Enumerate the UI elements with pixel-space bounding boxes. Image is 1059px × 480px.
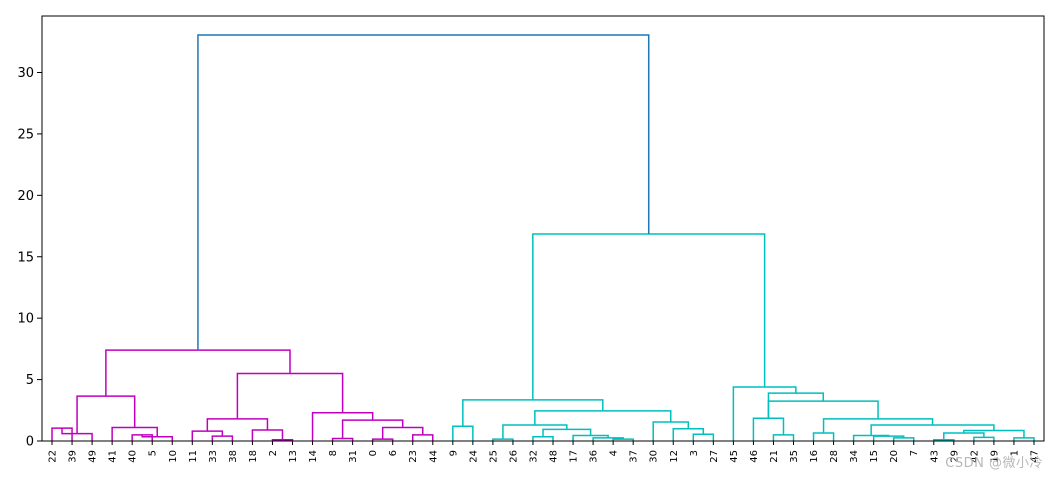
leaf-label: 33 [208,450,219,463]
leaf-label: 4 [609,450,620,456]
leaf-label: 43 [929,450,940,463]
leaf-label: 2 [268,450,279,456]
leaf-label: 28 [829,450,840,463]
leaf-label: 34 [849,450,860,463]
link-n26 [822,418,934,434]
link-n28 [767,392,824,419]
leaf-label: 38 [228,450,239,463]
link-n30 [532,233,766,400]
y-tick-label: 25 [17,127,34,142]
leaf-label: 14 [308,450,319,463]
leaf-label: 17 [569,450,580,463]
y-tick-label: 10 [17,312,34,327]
link-n12 [534,410,672,426]
dendrogram-links [51,34,1035,441]
leaf-label: 39 [68,450,79,463]
leaf-label: 11 [188,450,199,463]
y-tick-label: 30 [17,66,34,81]
leaf-label: 21 [769,450,780,463]
link-n13 [462,399,604,427]
y-tick-label: 0 [26,435,34,450]
y-axis: 0 5 10 15 20 25 30 [17,66,42,450]
link-n27 [767,400,879,419]
link-n11 [652,421,690,441]
link-n29 [732,386,797,441]
leaf-label: 29 [949,450,960,463]
y-tick-label: 5 [26,373,34,388]
leaf-label: 23 [408,450,419,463]
leaf-label: 27 [709,450,720,463]
leaf-label: 5 [148,450,159,456]
leaf-label: 36 [589,450,600,463]
link-m6 [211,435,234,441]
link-n3 [532,435,554,441]
leaf-label: 15 [869,450,880,463]
leaf-label: 26 [508,450,519,463]
link-m14 [381,426,424,440]
leaf-label: 12 [669,450,680,463]
leaf-label: 32 [528,450,539,463]
y-tick-label: 20 [17,189,34,204]
link-n1 [452,425,474,441]
leaf-label: 10 [168,450,179,463]
leaf-label: 0 [368,450,379,456]
leaf-label: 7 [909,450,920,456]
leaf-label: 22 [48,450,59,463]
leaf-label: 41 [108,450,119,463]
leaf-label: 8 [328,450,339,456]
leaf-label: 31 [348,450,359,463]
leaf-label: 3 [689,450,700,456]
leaf-label: 1 [1009,450,1020,456]
leaf-label: 19 [989,450,1000,463]
leaf-label: 44 [428,450,439,463]
leaf-label: 25 [488,450,499,463]
link-n16 [812,432,835,441]
link-m13 [411,434,434,441]
leaf-label: 37 [629,450,640,463]
leaf-label: 46 [749,450,760,463]
leaf-label: 9 [448,450,459,456]
leaf-label: 40 [128,450,139,463]
leaf-label: 42 [969,450,980,463]
leaf-label: 47 [1029,450,1040,463]
link-n21 [973,436,995,441]
leaf-label: 6 [388,450,399,456]
plot-frame [41,15,1045,442]
link-m15 [341,419,404,439]
leaf-label: 13 [288,450,299,463]
x-axis: 22 39 49 41 40 5 10 11 33 38 18 2 13 14 8 31 0 6 23 44 9 24 25… [48,441,1040,463]
link-n9 [692,433,715,441]
leaf-label: 16 [809,450,820,463]
leaf-label: 24 [468,450,479,463]
y-tick-label: 15 [17,250,34,265]
leaf-label: 48 [549,450,560,463]
leaf-label: 45 [729,450,740,463]
leaf-label: 18 [248,450,259,463]
link-root [197,34,650,351]
link-n15 [752,417,785,441]
leaf-label: 30 [649,450,660,463]
link-n14 [772,434,795,441]
leaf-label: 35 [789,450,800,463]
leaf-label: 20 [889,450,900,463]
link-n22 [943,432,985,440]
watermark: CSDN @微小冷 [945,456,1043,471]
leaf-label: 49 [88,450,99,463]
